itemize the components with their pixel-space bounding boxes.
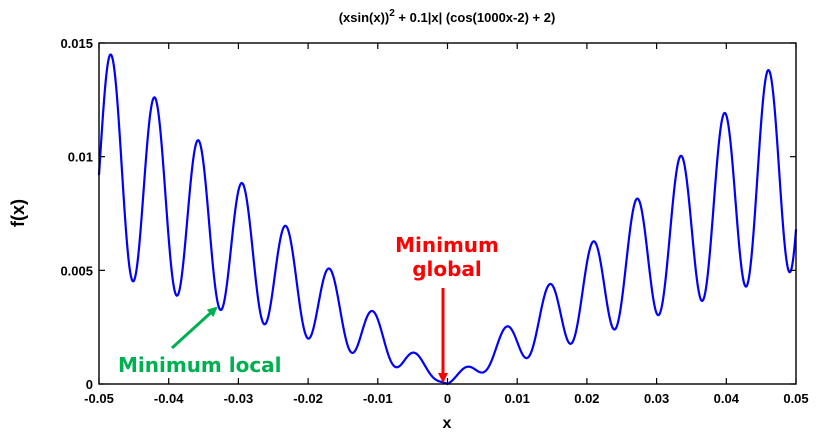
- chart-title: (xsin(x))2 + 0.1|x| (cos(1000x-2) + 2): [339, 8, 556, 25]
- x-tick-label: 0: [444, 391, 451, 406]
- x-tick-label: -0.03: [224, 391, 254, 406]
- x-tick-label: -0.01: [363, 391, 393, 406]
- x-tick-label: 0.03: [644, 391, 669, 406]
- y-tick-label: 0.015: [60, 36, 93, 51]
- x-axis-label: x: [443, 415, 452, 432]
- plot-area-frame: [98, 42, 797, 385]
- y-tick-label: 0.005: [60, 263, 93, 278]
- x-tick-label: 0.04: [714, 391, 740, 406]
- data-series-line: [97, 53, 798, 386]
- title-rest: + 0.1|x| (cos(1000x-2) + 2): [395, 10, 555, 25]
- annotation-global-line2: global: [412, 257, 482, 281]
- x-tick-label: 0.01: [505, 391, 530, 406]
- y-axis-label: f(x): [8, 199, 28, 227]
- x-tick-label: 0.05: [783, 391, 808, 406]
- annotation-local-text: Minimum local: [118, 353, 282, 377]
- annotation-global-line1: Minimum: [395, 233, 499, 257]
- x-tick-label: -0.05: [84, 391, 114, 406]
- title-main: (xsin(x)): [339, 10, 390, 25]
- y-tick-label: 0.01: [68, 150, 93, 165]
- title-superscript: 2: [389, 8, 395, 19]
- x-tick-label: 0.02: [574, 391, 599, 406]
- y-axis-ticks: 0 0.005 0.01 0.015: [60, 36, 796, 392]
- x-tick-label: -0.04: [154, 391, 184, 406]
- y-tick-label: 0: [86, 377, 93, 392]
- x-tick-label: -0.02: [293, 391, 323, 406]
- annotation-local-arrow: [170, 306, 218, 350]
- x-axis-ticks: -0.05 -0.04 -0.03 -0.02 -0.01 0 0.01 0.02 0.03 0.…: [84, 43, 809, 406]
